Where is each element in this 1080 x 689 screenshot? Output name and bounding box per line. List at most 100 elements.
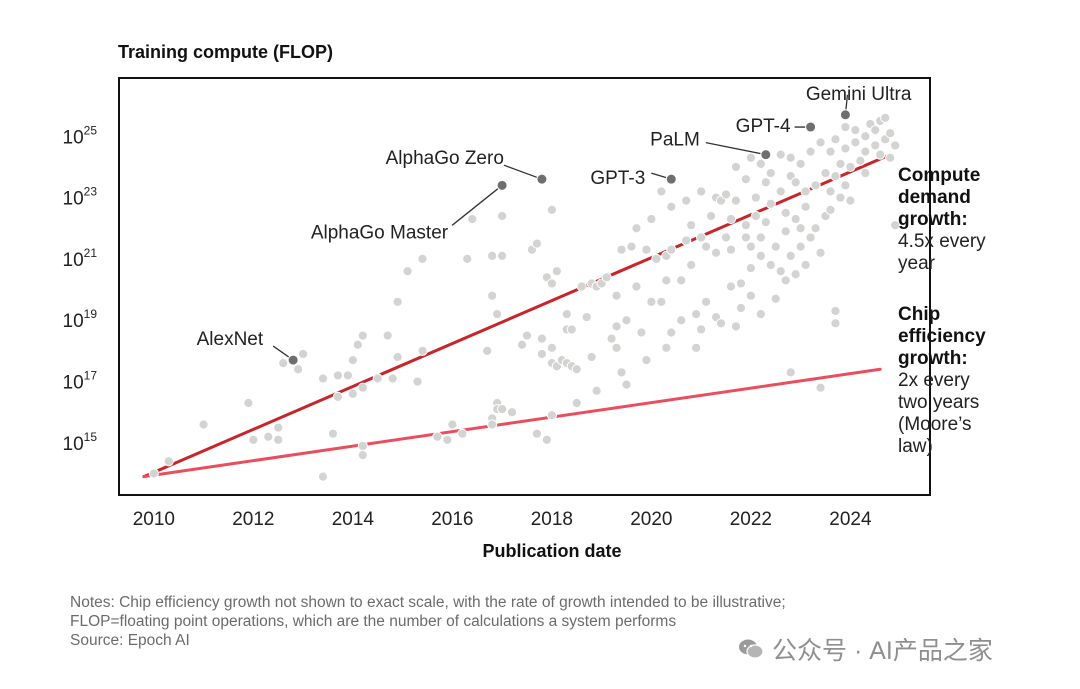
alexnet-point bbox=[287, 354, 299, 366]
data-point bbox=[725, 244, 737, 255]
data-point bbox=[710, 247, 722, 258]
data-point bbox=[317, 373, 329, 384]
data-point bbox=[293, 364, 304, 375]
x-tick-label: 2016 bbox=[431, 509, 473, 530]
data-point bbox=[800, 186, 811, 197]
y-tick-base: 10 bbox=[63, 250, 84, 271]
alphago-zero-label: AlphaGo Zero bbox=[386, 148, 504, 169]
data-point bbox=[790, 269, 801, 280]
data-point bbox=[571, 364, 582, 375]
data-point bbox=[730, 161, 742, 173]
data-point bbox=[795, 223, 806, 234]
alphago-master-label: AlphaGo Master bbox=[311, 222, 449, 243]
notes-line-1: Notes: Chip efficiency growth not shown … bbox=[70, 594, 786, 611]
data-point bbox=[467, 213, 478, 225]
data-point bbox=[755, 158, 766, 169]
data-point bbox=[611, 290, 622, 301]
x-tick-label: 2010 bbox=[133, 509, 175, 530]
data-point bbox=[357, 330, 368, 341]
data-point bbox=[800, 201, 811, 212]
palm-label: PaLM bbox=[650, 130, 700, 151]
data-point bbox=[845, 161, 856, 173]
chip-efficiency-trend-line bbox=[142, 367, 882, 479]
data-point bbox=[417, 345, 428, 356]
data-point bbox=[860, 167, 871, 179]
data-point bbox=[666, 244, 677, 255]
data-point bbox=[497, 210, 508, 222]
alexnet-label: AlexNet bbox=[197, 329, 264, 350]
data-point bbox=[611, 342, 622, 353]
data-point bbox=[775, 186, 786, 197]
data-point bbox=[765, 167, 776, 179]
alphago-zero-leader-line bbox=[503, 164, 543, 180]
data-point bbox=[800, 259, 811, 271]
data-point bbox=[497, 404, 508, 415]
annotation-title-line: Compute bbox=[898, 165, 980, 186]
data-point bbox=[531, 238, 543, 249]
data-point bbox=[820, 167, 831, 179]
data-point bbox=[825, 146, 836, 157]
data-point bbox=[850, 137, 861, 148]
data-point bbox=[750, 192, 761, 203]
x-tick-label: 2022 bbox=[730, 509, 772, 530]
data-point bbox=[357, 440, 368, 452]
data-point bbox=[880, 112, 891, 123]
data-point bbox=[745, 152, 756, 163]
palm-leader-line bbox=[705, 142, 766, 156]
data-point bbox=[327, 428, 339, 439]
data-point bbox=[835, 158, 846, 169]
data-point bbox=[576, 281, 587, 292]
data-point bbox=[780, 226, 791, 237]
data-point bbox=[457, 428, 468, 439]
data-point bbox=[497, 250, 508, 261]
y-tick-exponent: 21 bbox=[84, 246, 98, 260]
data-point bbox=[487, 250, 498, 261]
data-point bbox=[885, 128, 896, 139]
annotation-body-line: year bbox=[898, 253, 936, 274]
data-point bbox=[347, 354, 358, 366]
data-point bbox=[825, 186, 836, 197]
chart-notes: Notes: Chip efficiency growth not shown … bbox=[70, 593, 970, 650]
data-point bbox=[840, 180, 851, 191]
y-tick-base: 10 bbox=[63, 189, 84, 210]
data-point bbox=[795, 158, 806, 169]
data-point bbox=[536, 333, 548, 344]
data-point bbox=[686, 220, 697, 231]
data-point bbox=[730, 195, 742, 206]
notes-source: Source: Epoch AI bbox=[70, 632, 190, 649]
data-point bbox=[780, 207, 791, 219]
annotation-title-line: growth: bbox=[898, 209, 968, 230]
data-point bbox=[536, 348, 548, 360]
data-point bbox=[462, 253, 473, 265]
data-point bbox=[815, 137, 826, 148]
data-point bbox=[621, 379, 632, 390]
data-point bbox=[815, 382, 826, 393]
data-point bbox=[720, 189, 732, 200]
data-point bbox=[631, 281, 642, 292]
y-tick-exponent: 15 bbox=[84, 430, 98, 444]
data-point bbox=[770, 241, 781, 252]
data-point bbox=[566, 324, 577, 335]
data-point bbox=[273, 422, 284, 433]
data-point bbox=[795, 241, 806, 252]
data-point bbox=[790, 177, 801, 188]
y-tick-base: 10 bbox=[63, 373, 84, 394]
data-point bbox=[551, 266, 562, 277]
data-point bbox=[755, 308, 766, 320]
data-point bbox=[357, 450, 368, 461]
data-point bbox=[546, 204, 557, 215]
data-point bbox=[701, 296, 712, 307]
data-point bbox=[317, 471, 329, 482]
data-point bbox=[765, 198, 776, 209]
data-point bbox=[412, 376, 423, 387]
trend-lines bbox=[142, 153, 892, 479]
y-tick-base: 10 bbox=[63, 127, 84, 148]
data-point bbox=[198, 419, 209, 430]
data-point bbox=[701, 241, 712, 252]
notes-line-2: FLOP=floating point operations, which ar… bbox=[70, 613, 677, 630]
data-point bbox=[755, 250, 766, 261]
y-tick-label: 1017 bbox=[63, 369, 98, 394]
data-point bbox=[730, 321, 742, 332]
data-point bbox=[521, 330, 533, 341]
data-point bbox=[382, 330, 393, 341]
